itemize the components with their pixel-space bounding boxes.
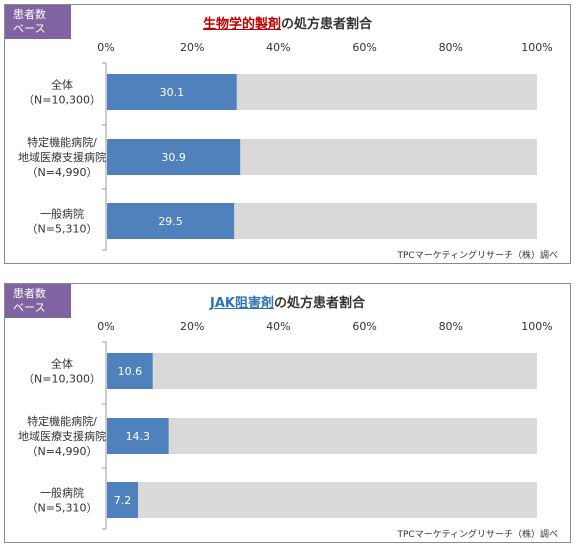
x-tick-label: 0%: [97, 41, 114, 54]
x-tick-label: 100%: [521, 320, 552, 333]
x-tick-label: 40%: [266, 41, 290, 54]
data-label: 29.5: [158, 215, 183, 228]
bar-track: [107, 353, 537, 389]
chart-title-rest: の処方患者割合: [281, 17, 373, 32]
category-label: 地域医療支援病院: [18, 429, 106, 443]
category-label: 一般病院: [40, 486, 84, 500]
bar-track: [107, 418, 537, 454]
source-credit: TPCマーケティングリサーチ（株）調べ: [397, 530, 559, 540]
badge-line-2: ベース: [13, 301, 46, 314]
chart-title: JAK阻害剤の処方患者割合: [5, 292, 570, 311]
bar: [107, 203, 235, 239]
source-credit: TPCマーケティングリサーチ（株）調べ: [397, 251, 559, 261]
base-badge: 患者数 ベース: [5, 284, 71, 318]
category-label: 一般病院: [40, 207, 84, 221]
x-tick-label: 0%: [97, 320, 114, 333]
chart-panel-biologics: 患者数 ベース 生物学的製剤の処方患者割合 0% 20% 40% 60% 80% 100%…: [4, 4, 571, 264]
x-tick-label: 20%: [180, 41, 204, 54]
badge-line-1: 患者数: [13, 8, 46, 21]
category-label: 特定機能病院/: [27, 414, 97, 428]
category-label: 全体: [51, 78, 73, 92]
category-label: （N=5,310）: [27, 223, 98, 236]
category-label: （N=5,310）: [27, 502, 98, 515]
bar: [107, 139, 241, 175]
bar: [107, 74, 237, 110]
bar-chart-biologics: 0% 20% 40% 60% 80% 100% 30.1 全体 （N=10,300） 30.9 特定…: [18, 41, 553, 251]
data-label: 30.9: [161, 151, 186, 164]
data-label: 30.1: [160, 86, 185, 99]
x-tick-label: 40%: [266, 320, 290, 333]
x-tick-label: 80%: [439, 41, 463, 54]
category-label: （N=4,990）: [27, 445, 98, 458]
category-label: （N=10,300）: [23, 94, 101, 107]
base-badge: 患者数 ベース: [5, 5, 71, 39]
x-tick-label: 60%: [352, 320, 376, 333]
chart-title-highlight: JAK阻害剤: [210, 296, 274, 311]
category-label: 地域医療支援病院: [18, 150, 106, 164]
x-tick-label: 80%: [439, 320, 463, 333]
bar: [107, 353, 153, 389]
x-tick-label: 60%: [352, 41, 376, 54]
data-label: 7.2: [114, 494, 132, 507]
category-label: 特定機能病院/: [27, 135, 97, 149]
data-label: 14.3: [126, 430, 151, 443]
category-label: （N=10,300）: [23, 373, 101, 386]
chart-title-rest: の処方患者割合: [273, 296, 365, 311]
x-tick-label: 100%: [521, 41, 552, 54]
data-label: 10.6: [118, 365, 143, 378]
x-tick-label: 20%: [180, 320, 204, 333]
bar: [107, 418, 169, 454]
bar-track: [107, 482, 537, 518]
badge-line-1: 患者数: [13, 287, 46, 300]
bar-chart-jak: 0% 20% 40% 60% 80% 100% 10.6 全体 （N=10,300） 14.3 特定…: [18, 320, 553, 530]
category-label: （N=4,990）: [27, 166, 98, 179]
chart-panel-jak: 患者数 ベース JAK阻害剤の処方患者割合 0% 20% 40% 60% 80% 100%…: [4, 283, 571, 543]
category-label: 全体: [51, 357, 73, 371]
bar: [107, 482, 139, 518]
chart-title: 生物学的製剤の処方患者割合: [5, 13, 570, 32]
badge-line-2: ベース: [13, 22, 46, 35]
chart-title-highlight: 生物学的製剤: [202, 17, 281, 32]
